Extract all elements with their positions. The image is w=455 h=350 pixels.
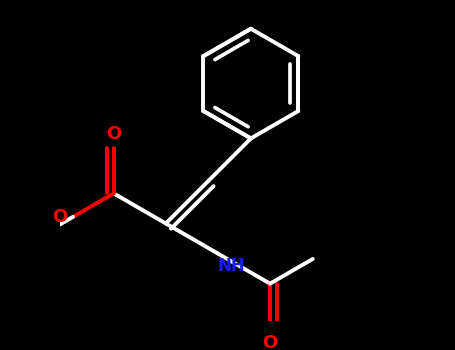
Text: NH: NH xyxy=(218,257,246,275)
Text: O: O xyxy=(263,334,278,350)
Text: O: O xyxy=(52,208,68,226)
Text: O: O xyxy=(106,125,121,143)
